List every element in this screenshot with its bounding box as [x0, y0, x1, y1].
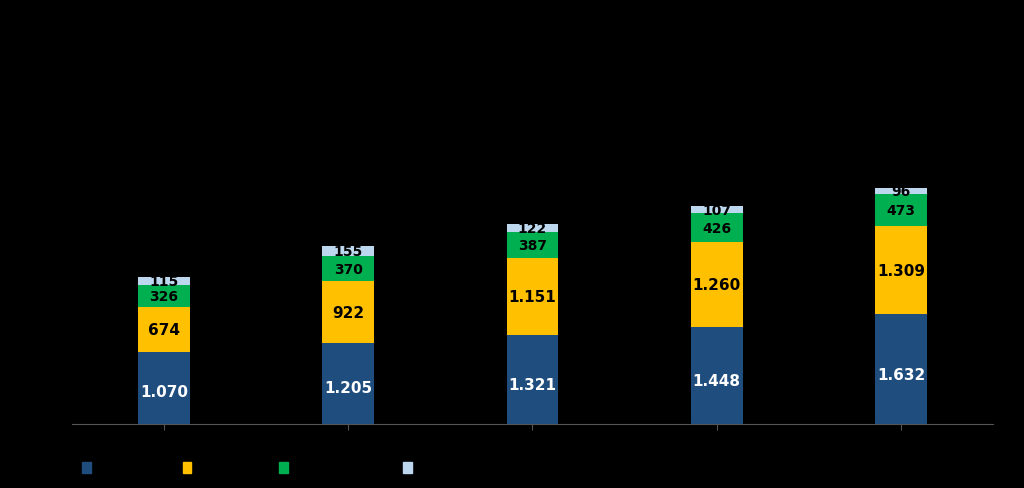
Text: 155: 155 [334, 244, 362, 259]
Text: 122: 122 [518, 221, 547, 235]
Bar [507, 224, 558, 232]
Bar [323, 257, 374, 282]
Bar [323, 282, 374, 344]
Bar [507, 232, 558, 258]
Text: 1.205: 1.205 [325, 381, 372, 396]
Bar [876, 227, 927, 315]
Bar [323, 344, 374, 425]
Bar [138, 278, 189, 285]
Text: 674: 674 [147, 323, 180, 337]
Bar [507, 336, 558, 425]
Bar [323, 246, 374, 257]
Text: 1.260: 1.260 [692, 277, 741, 292]
Legend: Telefonia Fixa, Banda Larga, TV por Assinatura, Telefonia Móvel: Telefonia Fixa, Banda Larga, TV por Assi… [77, 457, 506, 478]
Bar [507, 258, 558, 336]
Bar [691, 327, 742, 425]
Bar [138, 353, 189, 425]
Bar [876, 188, 927, 195]
Text: 1.321: 1.321 [509, 377, 556, 392]
Bar [876, 195, 927, 227]
Text: 387: 387 [518, 238, 547, 252]
Text: 1.151: 1.151 [509, 289, 556, 305]
Text: 107: 107 [702, 203, 731, 217]
Bar [876, 315, 927, 425]
Text: 1.632: 1.632 [877, 367, 926, 383]
Text: 1.070: 1.070 [140, 385, 187, 400]
Bar [138, 285, 189, 307]
Text: 426: 426 [702, 221, 731, 235]
Bar [691, 214, 742, 243]
Text: 370: 370 [334, 262, 362, 276]
Text: 115: 115 [150, 275, 178, 288]
Bar [691, 243, 742, 327]
Text: 922: 922 [332, 305, 365, 320]
Text: 326: 326 [150, 289, 178, 304]
Text: 1.309: 1.309 [878, 264, 925, 278]
Bar [691, 206, 742, 214]
Bar [138, 307, 189, 353]
Text: 1.448: 1.448 [693, 373, 740, 388]
Text: 96: 96 [892, 185, 910, 199]
Text: 473: 473 [887, 204, 915, 218]
